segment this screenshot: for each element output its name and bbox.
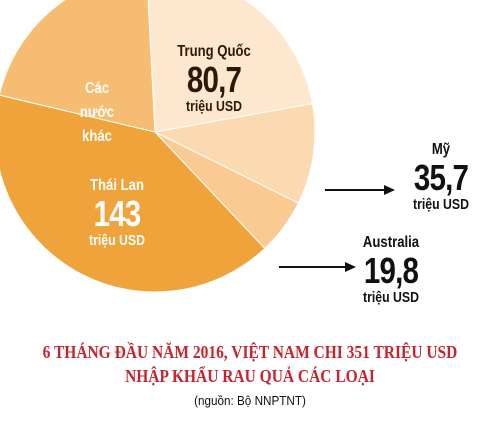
value-label: 143: [93, 192, 142, 234]
leader-dot: [311, 183, 325, 197]
slice-label: Thái Lan 143 triệu USD: [88, 177, 146, 249]
category-label: Australia: [362, 234, 420, 251]
leader-dot: [265, 260, 279, 274]
category-label: Các nước khác: [79, 80, 115, 145]
unit-label: triệu USD: [88, 231, 146, 249]
chart-title: 6 THÁNG ĐẦU NĂM 2016, VIỆT NAM CHI 351 T…: [42, 342, 458, 362]
pie-slice: [147, 0, 314, 133]
value-label: 19,8: [363, 249, 419, 291]
slice-label: Australia 19,8 triệu USD: [362, 234, 420, 306]
source: (nguồn: Bộ NNPTNT): [194, 393, 306, 408]
slice-label: Các nước khác: [68, 77, 125, 149]
unit-label: triệu USD: [362, 288, 420, 306]
arrow-head: [345, 262, 356, 272]
slice-label: Mỹ 35,7 triệu USD: [412, 141, 470, 213]
value-label: 80,7: [186, 58, 242, 100]
slice-label: Trung Quốc 80,7 triệu USD: [177, 43, 251, 115]
pie-slice: [0, 94, 266, 293]
value-label: 35,7: [413, 156, 469, 198]
pie-slice: [153, 103, 316, 204]
pie-slice: [0, 0, 156, 133]
arrow-head: [384, 185, 395, 195]
category-label: Thái Lan: [90, 177, 144, 194]
unit-label: triệu USD: [412, 195, 470, 213]
chart-title: NHẬP KHẨU RAU QUẢ CÁC LOẠI: [125, 366, 375, 386]
unit-label: triệu USD: [185, 97, 243, 115]
category-label: Mỹ: [431, 141, 451, 158]
category-label: Trung Quốc: [177, 43, 251, 60]
